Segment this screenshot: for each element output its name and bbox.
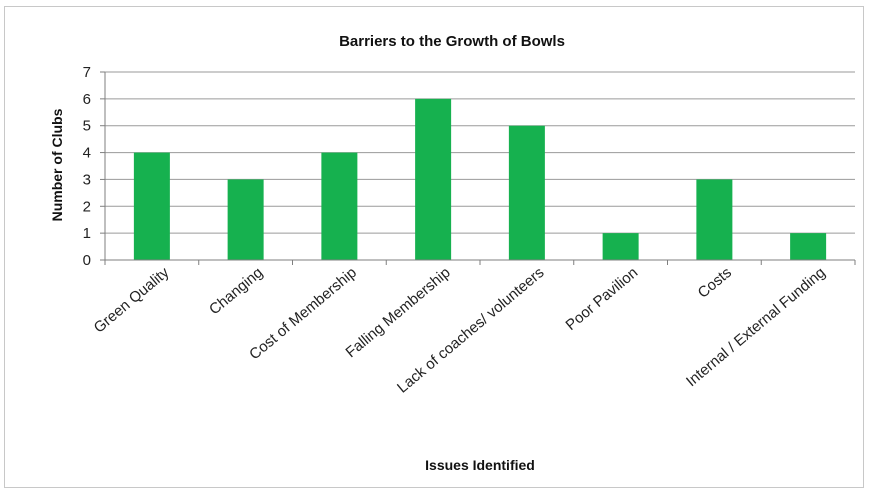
y-tick-labels: 0 1 2 3 4 5 6 7 — [83, 64, 91, 269]
chart-title: Barriers to the Growth of Bowls — [339, 33, 565, 50]
y-tick-label: 7 — [83, 64, 91, 81]
gridlines — [105, 71, 855, 234]
bar — [133, 152, 170, 260]
y-tick-label: 0 — [83, 252, 91, 269]
bar — [321, 152, 358, 260]
x-tick-label: Green Quality — [91, 264, 173, 337]
x-tick-label: Changing — [206, 264, 266, 318]
x-axis-title: Issues Identified — [425, 457, 535, 473]
bar — [508, 125, 545, 260]
bar — [696, 179, 733, 260]
x-tick-label: Lack of coaches/ volunteers — [394, 264, 547, 397]
y-tick-label: 1 — [83, 225, 91, 242]
y-axis-title: Number of Clubs — [49, 108, 65, 221]
y-tick-label: 2 — [83, 198, 91, 215]
axes — [100, 71, 856, 265]
bars — [133, 98, 827, 260]
x-tick-label: Costs — [695, 264, 735, 302]
y-tick-label: 6 — [83, 91, 91, 108]
bar — [790, 233, 827, 260]
y-tick-label: 5 — [83, 118, 91, 135]
bar — [227, 179, 264, 260]
x-tick-label: Poor Pavilion — [563, 264, 642, 334]
bar — [602, 233, 639, 260]
y-tick-label: 3 — [83, 171, 91, 188]
bar — [415, 98, 452, 260]
y-tick-label: 4 — [83, 145, 91, 162]
